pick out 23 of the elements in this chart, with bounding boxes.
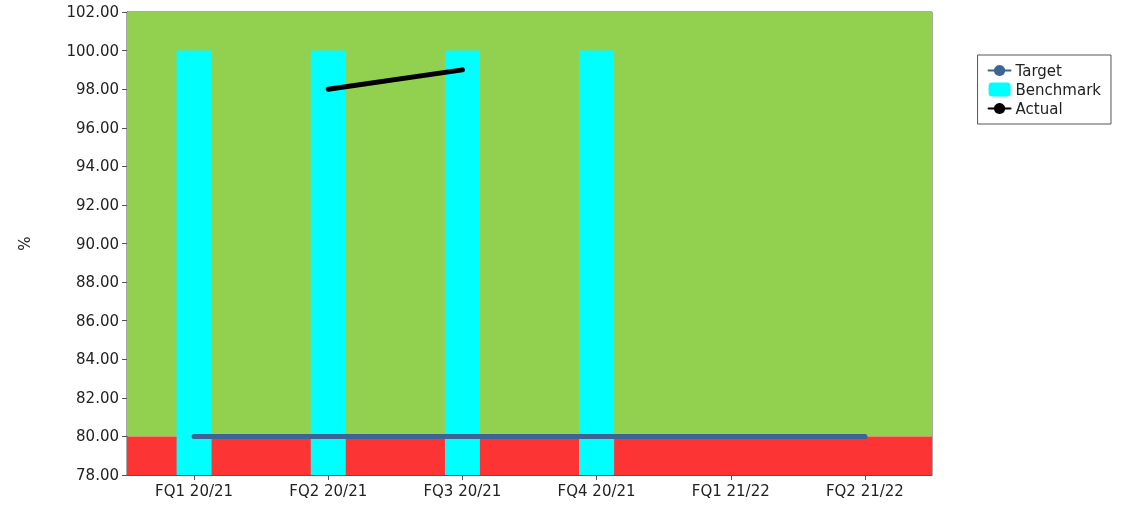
y-tick-label: 82.00 bbox=[76, 388, 119, 407]
legend-label: Benchmark bbox=[1015, 80, 1102, 99]
x-tick-label: FQ2 20/21 bbox=[289, 481, 368, 500]
legend-label: Actual bbox=[1015, 99, 1063, 118]
y-tick-label: 100.00 bbox=[66, 41, 119, 60]
x-tick-label: FQ1 21/22 bbox=[691, 481, 770, 500]
y-tick-label: 96.00 bbox=[76, 118, 119, 137]
y-axis-title: % bbox=[15, 236, 34, 251]
y-tick-label: 94.00 bbox=[76, 157, 119, 176]
y-tick-label: 88.00 bbox=[76, 273, 119, 292]
y-tick-label: 98.00 bbox=[76, 80, 119, 99]
y-tick-label: 86.00 bbox=[76, 311, 119, 330]
x-tick-label: FQ3 20/21 bbox=[423, 481, 502, 500]
legend-label: Target bbox=[1014, 61, 1063, 80]
x-tick-label: FQ2 21/22 bbox=[825, 481, 904, 500]
y-tick-label: 84.00 bbox=[76, 350, 119, 369]
y-tick-label: 78.00 bbox=[76, 466, 119, 484]
x-tick-label: FQ1 20/21 bbox=[155, 481, 234, 500]
y-tick-label: 102.00 bbox=[66, 3, 119, 21]
y-tick-label: 92.00 bbox=[76, 195, 119, 214]
y-tick-label: 80.00 bbox=[76, 427, 119, 446]
y-tick-label: 90.00 bbox=[76, 234, 119, 253]
x-tick-label: FQ4 20/21 bbox=[557, 481, 636, 500]
